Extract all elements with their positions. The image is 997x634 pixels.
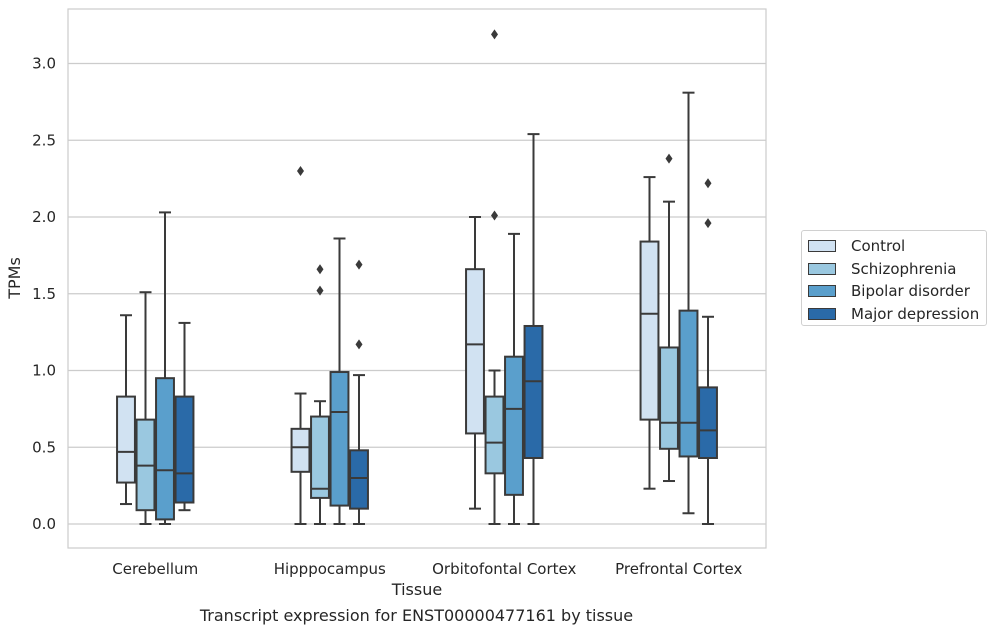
box (484, 395, 505, 475)
box (523, 324, 544, 459)
box-plot (310, 264, 330, 525)
outlier-point (355, 259, 363, 270)
outlier-point (665, 153, 673, 164)
outlier-point (491, 29, 498, 40)
box-plot (465, 216, 485, 510)
y-tick-label: 0.0 (32, 515, 56, 533)
y-tick-label: 1.5 (32, 285, 56, 303)
box (310, 415, 330, 499)
y-tick-label: 1.0 (32, 362, 56, 380)
y-tick-label: 3.0 (32, 55, 56, 73)
x-tick-label: Hipppocampus (274, 560, 386, 578)
x-tick-label: Cerebellum (112, 560, 198, 578)
outlier-point (491, 210, 498, 221)
box-groups (116, 29, 718, 525)
legend-swatch (808, 262, 836, 275)
legend-swatch (808, 285, 836, 298)
y-axis-label: TPMs (5, 257, 24, 300)
box-plot (504, 232, 524, 525)
legend-label: Schizophrenia (851, 259, 957, 278)
legend-label: Control (851, 237, 906, 256)
box-group (639, 91, 718, 525)
legend-item: Major depression (808, 303, 986, 326)
box (659, 346, 679, 450)
x-tick-labels: Cerebellum Hipppocampus Orbitofontal Corte… (112, 560, 742, 578)
box-plot (484, 29, 505, 525)
box-group (290, 165, 369, 525)
y-tick-label: 0.5 (32, 438, 56, 456)
legend-item: Control (808, 235, 986, 258)
box (465, 268, 485, 435)
box-plot (678, 91, 699, 515)
legend-swatch (808, 240, 836, 253)
outlier-point (316, 285, 324, 296)
plot-frame (67, 8, 767, 549)
legend: Control Schizophrenia Bipolar disorder Majo… (801, 230, 987, 326)
box (174, 395, 195, 504)
box-group (465, 29, 544, 525)
box-plot (174, 321, 195, 512)
box-plot (349, 259, 369, 525)
box (639, 240, 660, 421)
box-plot (155, 211, 175, 525)
box (116, 395, 136, 484)
outlier-point (355, 339, 363, 350)
y-tick-labels: 0.0 0.5 1.0 1.5 2.0 2.5 3.0 (32, 55, 56, 534)
box-plot (639, 176, 660, 490)
box-plot (135, 291, 156, 525)
outlier-point (704, 178, 712, 189)
box (290, 427, 311, 473)
figure-caption: Transcript expression for ENST0000047716… (199, 606, 634, 625)
legend-label: Bipolar disorder (851, 282, 970, 301)
y-tick-label: 2.5 (32, 131, 56, 149)
legend-swatch (808, 307, 836, 320)
box-plot (116, 314, 136, 506)
box-plot (659, 153, 679, 483)
box (678, 309, 699, 458)
box-plot (329, 237, 350, 525)
legend-item: Bipolar disorder (808, 280, 986, 303)
box (504, 355, 524, 496)
y-tick-label: 2.0 (32, 208, 56, 226)
legend-label: Major depression (851, 304, 980, 323)
legend-item: Schizophrenia (808, 258, 986, 281)
outlier-point (316, 264, 324, 275)
box (698, 386, 718, 459)
box-plot (698, 178, 718, 525)
x-axis-label: Tissue (391, 580, 442, 599)
box (349, 449, 369, 510)
box (329, 371, 350, 507)
x-tick-label: Prefrontal Cortex (615, 560, 742, 578)
x-tick-label: Orbitofontal Cortex (432, 560, 576, 578)
box-group (116, 211, 195, 525)
box-plot (523, 133, 544, 525)
box (155, 377, 175, 521)
box-plot (290, 165, 311, 525)
outlier-point (297, 165, 304, 176)
outlier-point (704, 218, 712, 229)
